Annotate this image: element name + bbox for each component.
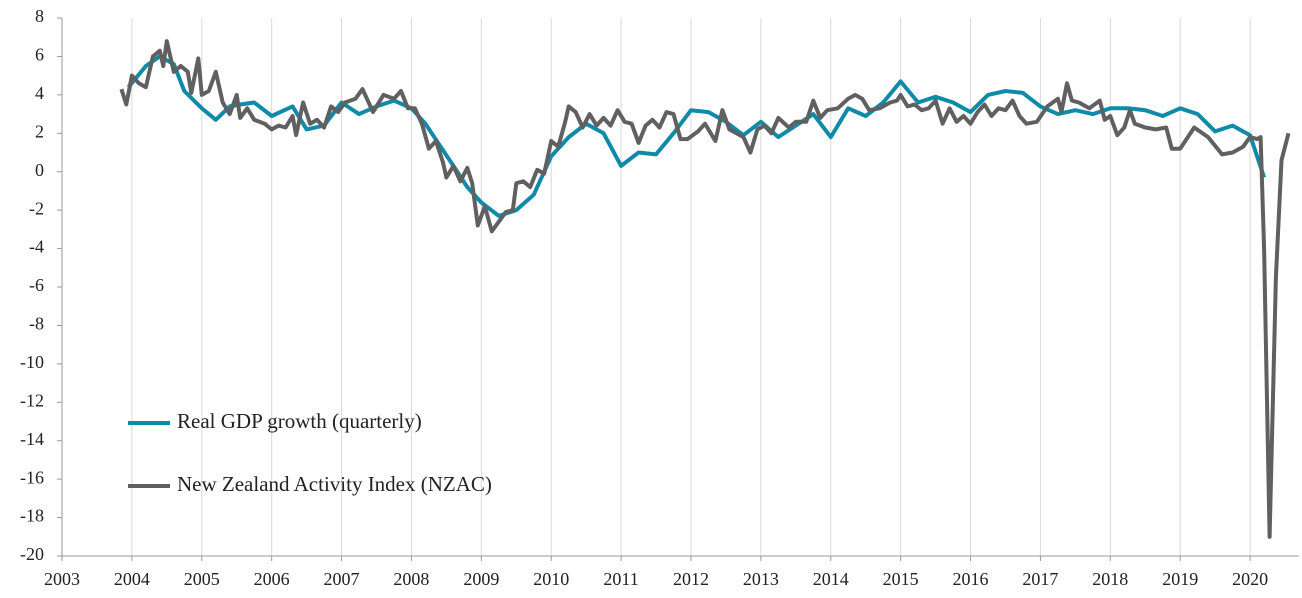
- y-tick-label: 2: [35, 121, 44, 141]
- x-tick-label: 2012: [673, 569, 709, 589]
- x-tick-label: 2011: [603, 569, 638, 589]
- x-tick-label: 2020: [1232, 569, 1268, 589]
- x-tick-label: 2010: [533, 569, 569, 589]
- x-tick-label: 2006: [254, 569, 290, 589]
- x-tick-label: 2004: [114, 569, 150, 589]
- legend-label: New Zealand Activity Index (NZAC): [177, 472, 492, 496]
- y-tick-label: -2: [29, 198, 44, 218]
- y-tick-label: 6: [35, 45, 44, 65]
- x-tick-label: 2013: [743, 569, 779, 589]
- y-tick-label: -6: [29, 275, 44, 295]
- y-tick-label: -18: [20, 506, 44, 526]
- y-tick-label: -4: [29, 237, 44, 257]
- x-tick-label: 2018: [1092, 569, 1128, 589]
- x-tick-label: 2005: [184, 569, 220, 589]
- x-tick-label: 2014: [813, 569, 849, 589]
- y-tick-label: 4: [35, 83, 44, 103]
- x-tick-label: 2017: [1022, 569, 1058, 589]
- y-tick-label: -12: [20, 390, 44, 410]
- x-tick-label: 2009: [463, 569, 499, 589]
- y-tick-label: 0: [35, 160, 44, 180]
- x-tick-label: 2016: [953, 569, 989, 589]
- x-tick-label: 2019: [1162, 569, 1198, 589]
- y-tick-label: -10: [20, 352, 44, 372]
- y-tick-label: -16: [20, 467, 44, 487]
- series-line: [119, 39, 1291, 539]
- series-line: [126, 54, 1266, 218]
- x-tick-label: 2015: [883, 569, 919, 589]
- y-tick-label: 8: [35, 6, 44, 26]
- y-tick-label: -8: [29, 314, 44, 334]
- x-tick-label: 2003: [44, 569, 80, 589]
- x-tick-label: 2007: [324, 569, 360, 589]
- y-tick-label: -20: [20, 544, 44, 564]
- x-tick-label: 2008: [393, 569, 429, 589]
- y-tick-label: -14: [20, 429, 44, 449]
- legend-label: Real GDP growth (quarterly): [177, 409, 422, 433]
